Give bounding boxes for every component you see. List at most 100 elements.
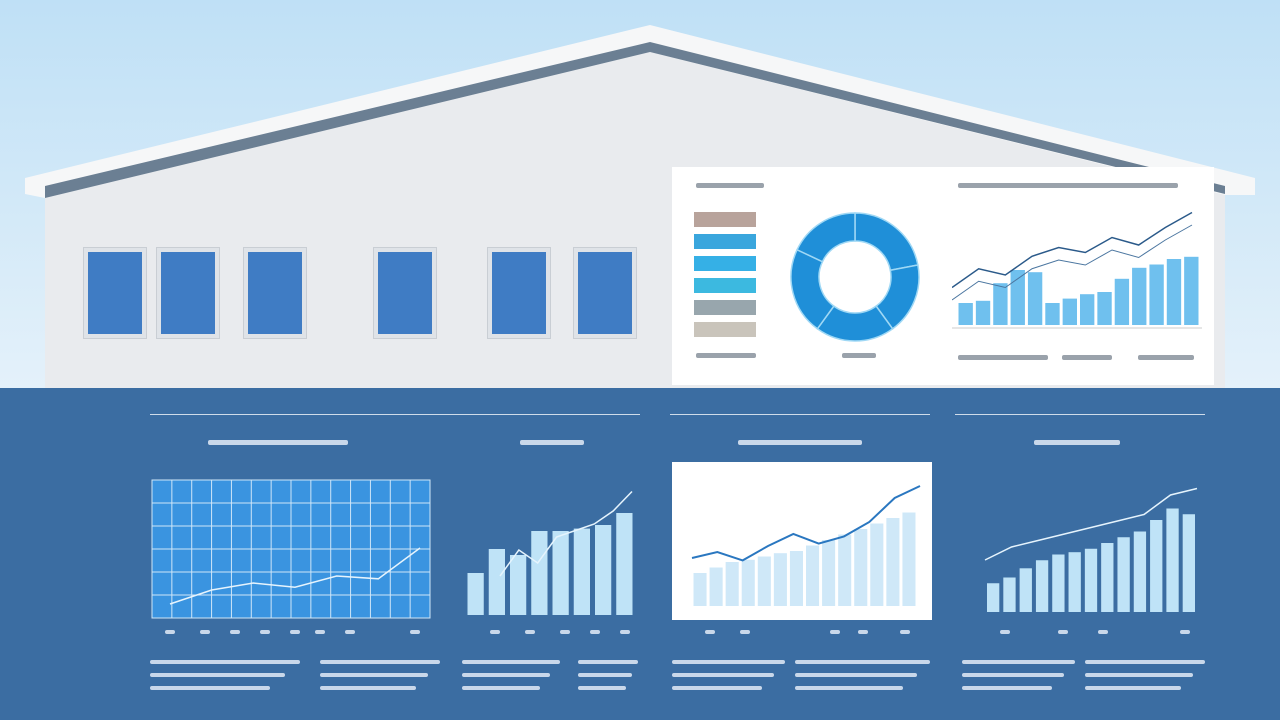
chart-title-placeholder xyxy=(520,440,584,445)
caption-placeholder xyxy=(462,660,560,664)
bar-chart xyxy=(467,490,633,615)
bar-line-chart xyxy=(984,487,1198,612)
bar xyxy=(822,540,836,606)
bar xyxy=(838,534,852,606)
tick-label-placeholder xyxy=(490,630,500,634)
bar xyxy=(789,551,803,606)
window xyxy=(487,247,551,339)
tick-label-placeholder xyxy=(830,630,840,634)
bar xyxy=(870,523,884,606)
caption-placeholder xyxy=(150,686,270,690)
bar xyxy=(1132,267,1147,325)
bar xyxy=(886,518,900,606)
chart-title-placeholder xyxy=(738,440,862,445)
caption-placeholder xyxy=(795,686,903,690)
caption-placeholder xyxy=(578,673,632,677)
chart-title-placeholder xyxy=(208,440,348,445)
tick-label-placeholder xyxy=(1000,630,1010,634)
bar xyxy=(573,528,590,615)
caption-placeholder xyxy=(1085,660,1205,664)
panel-title-placeholder xyxy=(696,183,764,188)
donut-chart xyxy=(790,212,920,342)
bar xyxy=(1097,292,1112,325)
bar xyxy=(741,559,755,606)
bar xyxy=(1114,278,1130,325)
caption-placeholder xyxy=(962,660,1075,664)
tick-label-placeholder xyxy=(315,630,325,634)
chart-title-placeholder xyxy=(1034,440,1120,445)
bar xyxy=(693,573,707,606)
bar xyxy=(993,283,1008,325)
tick-label-placeholder xyxy=(1058,630,1068,634)
bar xyxy=(616,513,633,615)
series-line xyxy=(169,547,421,605)
combo-title-placeholder xyxy=(958,183,1178,188)
tick-label-placeholder xyxy=(290,630,300,634)
bar xyxy=(1084,548,1098,612)
tick-label-placeholder xyxy=(740,630,750,634)
tick-label-placeholder xyxy=(200,630,210,634)
tick-label-placeholder xyxy=(230,630,240,634)
grid-line-chart xyxy=(151,479,431,619)
caption-placeholder xyxy=(672,673,774,677)
window xyxy=(156,247,220,339)
bar xyxy=(595,525,612,615)
caption-placeholder xyxy=(320,686,416,690)
caption-placeholder xyxy=(578,686,626,690)
caption-placeholder xyxy=(150,660,300,664)
window xyxy=(243,247,307,339)
bar xyxy=(725,562,739,606)
caption-placeholder xyxy=(462,686,541,690)
caption-placeholder xyxy=(962,686,1053,690)
caption-placeholder xyxy=(320,673,428,677)
caption-placeholder xyxy=(320,660,440,664)
caption-placeholder xyxy=(1085,673,1193,677)
caption-placeholder xyxy=(962,673,1064,677)
combo-caption-placeholder xyxy=(958,355,1048,360)
bar xyxy=(757,556,771,606)
bar xyxy=(1184,256,1199,325)
bar xyxy=(1080,294,1095,325)
tick-label-placeholder xyxy=(590,630,600,634)
bar xyxy=(1166,259,1182,325)
divider xyxy=(150,414,640,415)
caption-placeholder xyxy=(150,673,285,677)
bar xyxy=(552,531,569,615)
bar xyxy=(1035,560,1049,612)
bar xyxy=(709,567,723,606)
legend-swatch xyxy=(694,300,756,315)
bar xyxy=(1062,298,1077,325)
tick-label-placeholder xyxy=(345,630,355,634)
caption-placeholder xyxy=(672,686,763,690)
tick-label-placeholder xyxy=(260,630,270,634)
bar xyxy=(531,531,548,615)
caption-placeholder xyxy=(1085,686,1181,690)
series-line xyxy=(499,490,633,577)
combo-caption-placeholder xyxy=(1138,355,1194,360)
tick-label-placeholder xyxy=(525,630,535,634)
bar xyxy=(510,555,527,615)
legend-caption-placeholder xyxy=(696,353,756,358)
tick-label-placeholder xyxy=(1098,630,1108,634)
window xyxy=(573,247,637,339)
legend-swatch xyxy=(694,278,756,293)
combo-chart xyxy=(952,211,1202,329)
bar xyxy=(488,549,505,615)
divider xyxy=(670,414,930,415)
caption-placeholder xyxy=(462,673,551,677)
tick-label-placeholder xyxy=(858,630,868,634)
tick-label-placeholder xyxy=(165,630,175,634)
series-line xyxy=(984,487,1198,561)
tick-label-placeholder xyxy=(410,630,420,634)
bar xyxy=(1150,520,1163,612)
bar xyxy=(1068,552,1081,612)
bar xyxy=(1010,270,1025,325)
combo-caption-placeholder xyxy=(1062,355,1112,360)
donut-caption-placeholder xyxy=(842,353,876,358)
area-chart xyxy=(691,485,921,606)
legend-swatch xyxy=(694,212,756,227)
window xyxy=(373,247,437,339)
bar xyxy=(1166,508,1179,612)
bar xyxy=(1182,514,1195,612)
bar xyxy=(1027,272,1043,325)
